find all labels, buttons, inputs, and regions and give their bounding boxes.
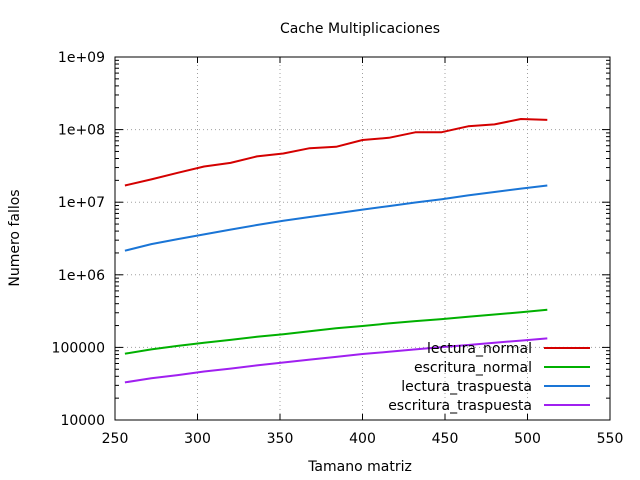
legend-label-lectura-normal: lectura_normal xyxy=(427,341,532,357)
series-lines xyxy=(124,118,548,384)
y-axis-label: Numero fallos xyxy=(7,189,23,286)
y-tick-labels: 10000 100000 1e+06 1e+07 1e+08 1e+09 xyxy=(52,50,106,429)
ticks xyxy=(114,56,611,421)
x-tick-label: 250 xyxy=(102,431,129,447)
y-tick-label: 100000 xyxy=(52,340,105,356)
x-tick-labels: 250 300 350 400 450 500 550 xyxy=(102,431,624,447)
x-tick-label: 350 xyxy=(267,431,294,447)
y-tick-label: 1e+09 xyxy=(58,50,105,66)
x-tick-label: 500 xyxy=(514,431,541,447)
series-line-lectura-normal xyxy=(124,118,548,187)
y-tick-label: 1e+07 xyxy=(58,195,105,211)
y-tick-label: 1e+06 xyxy=(58,268,105,284)
x-axis-label: Tamano matriz xyxy=(307,459,412,475)
series-line-escritura-normal xyxy=(124,308,548,355)
x-tick-label: 450 xyxy=(432,431,459,447)
legend-label-lectura-traspuesta: lectura_traspuesta xyxy=(401,379,532,395)
series-line-lectura-traspuesta xyxy=(124,184,548,252)
grid xyxy=(115,57,610,420)
x-tick-label: 400 xyxy=(349,431,376,447)
series-line-escritura-traspuesta xyxy=(124,337,548,384)
legend-label-escritura-traspuesta: escritura_traspuesta xyxy=(388,398,532,414)
legend: lectura_normal escritura_normal lectura_tr… xyxy=(388,341,590,414)
legend-label-escritura-normal: escritura_normal xyxy=(414,360,532,376)
x-tick-label: 550 xyxy=(597,431,624,447)
chart-title: Cache Multiplicaciones xyxy=(280,21,440,37)
y-tick-label: 10000 xyxy=(60,413,105,429)
x-tick-label: 300 xyxy=(184,431,211,447)
y-tick-label: 1e+08 xyxy=(58,123,105,139)
